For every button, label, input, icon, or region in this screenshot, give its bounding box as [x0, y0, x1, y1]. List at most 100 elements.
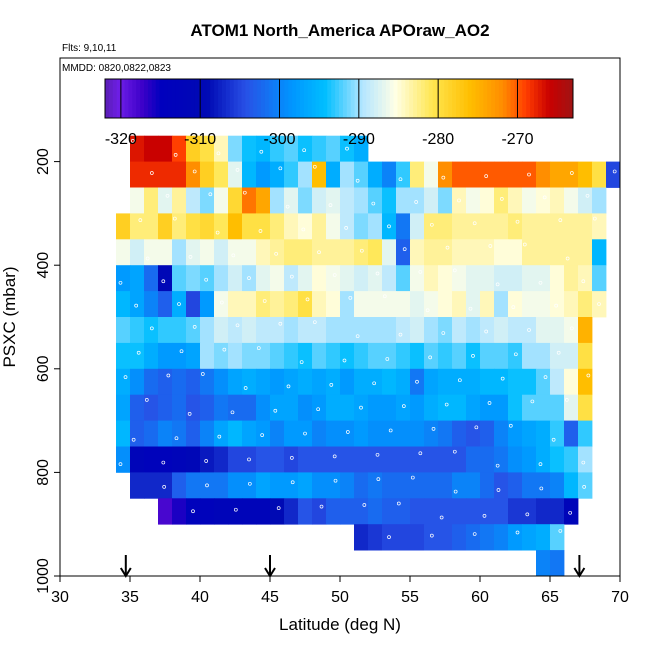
sample-point	[342, 358, 347, 363]
sample-point	[515, 530, 520, 535]
colorbar-segment	[163, 79, 168, 118]
heatmap-cell	[284, 420, 299, 447]
colorbar-segment	[417, 79, 422, 118]
heatmap-cell	[144, 265, 159, 292]
heatmap-cell	[368, 446, 383, 473]
sample-point	[312, 320, 317, 325]
sample-point	[484, 174, 489, 178]
heatmap-cell	[186, 213, 201, 240]
sample-point	[134, 303, 139, 308]
heatmap-cell	[508, 187, 523, 214]
heatmap-cell	[186, 498, 201, 525]
colorbar-segment	[440, 79, 445, 118]
flight-arrows	[119, 555, 586, 578]
heatmap-cell	[354, 135, 369, 162]
colorbar-segment	[237, 79, 242, 118]
heatmap-cell	[284, 135, 299, 162]
heatmap-cell	[214, 291, 229, 318]
heatmap-cell	[116, 420, 131, 447]
sample-point	[362, 503, 367, 507]
heatmap-cell	[368, 291, 383, 318]
sample-point	[230, 410, 235, 415]
sample-point	[543, 375, 548, 379]
heatmap-cell	[410, 524, 425, 551]
sample-point	[191, 509, 195, 514]
heatmap-cell	[396, 239, 411, 266]
heatmap-cell	[536, 524, 551, 551]
heatmap-cell	[270, 368, 285, 396]
colorbar-segment	[186, 79, 192, 118]
heatmap-cell	[382, 446, 397, 473]
heatmap-cell	[242, 135, 257, 162]
colorbar-segment	[358, 79, 363, 118]
sample-point	[439, 515, 444, 520]
sample-point	[586, 373, 591, 378]
sample-point	[317, 250, 321, 255]
sample-point	[425, 308, 430, 313]
heatmap-cell	[340, 239, 355, 266]
heatmap-cell	[396, 291, 411, 318]
heatmap-cell	[606, 161, 621, 188]
heatmap-cell	[578, 265, 593, 292]
heatmap-cell	[186, 291, 201, 318]
heatmap-cell	[466, 342, 481, 370]
sample-point	[260, 433, 265, 437]
heatmap-cell	[452, 368, 467, 396]
heatmap-cell	[130, 213, 145, 240]
colorbar-segment	[389, 79, 395, 118]
heatmap-cell	[200, 342, 215, 370]
heatmap-cell	[508, 291, 523, 318]
heatmap-cell	[424, 239, 439, 266]
sample-point	[487, 401, 492, 405]
heatmap-cell	[480, 291, 495, 318]
heatmap-cell	[494, 524, 509, 551]
heatmap-cell	[536, 420, 551, 447]
sample-point	[144, 398, 149, 402]
heatmap-cell	[130, 472, 145, 499]
colorbar-segment	[245, 79, 250, 118]
heatmap-cell	[382, 368, 397, 396]
heatmap-cell	[312, 472, 327, 499]
heatmap-cell	[228, 291, 243, 318]
heatmap-cell	[284, 368, 299, 396]
heatmap-cell	[396, 394, 411, 421]
heatmap-cell	[382, 239, 397, 266]
heatmap-cell	[312, 446, 327, 473]
heatmap-cell	[340, 368, 355, 396]
heatmap-cell	[284, 394, 299, 421]
sample-point	[130, 139, 135, 143]
heatmap-cell	[550, 161, 565, 188]
colorbar-segment	[105, 79, 110, 118]
heatmap-cell	[424, 472, 439, 499]
heatmap-cell	[326, 394, 341, 421]
heatmap-cell	[340, 446, 355, 473]
heatmap-cell	[172, 342, 187, 370]
colorbar-segment	[444, 79, 449, 118]
heatmap-cell	[144, 368, 159, 396]
heatmap-cell	[242, 420, 257, 447]
heatmap-cell	[592, 239, 607, 266]
sample-point	[332, 273, 337, 277]
heatmap-cell	[354, 187, 369, 214]
heatmap-cell	[536, 368, 551, 396]
heatmap-cell	[438, 420, 453, 447]
heatmap-cell	[368, 239, 383, 266]
heatmap-cell	[550, 550, 565, 577]
colorbar-segment	[456, 79, 461, 118]
sample-point	[496, 488, 501, 492]
colorbar-segment	[498, 79, 504, 118]
heatmap-cell	[354, 291, 369, 318]
heatmap-cell	[312, 342, 327, 370]
colorbar-segment	[222, 79, 227, 118]
heatmap-cell	[368, 420, 383, 447]
heatmap-cell	[480, 472, 495, 499]
sample-point	[452, 449, 457, 454]
heatmap-cell	[270, 342, 285, 370]
colorbar-segment	[136, 79, 141, 118]
heatmap-cell	[564, 317, 579, 344]
colorbar: -320 -310 -300 -290 -280 -270	[104, 78, 574, 148]
heatmap-cell	[494, 394, 509, 421]
sample-point	[387, 535, 391, 540]
heatmap-cell	[382, 161, 397, 188]
heatmap-cell	[200, 239, 215, 266]
